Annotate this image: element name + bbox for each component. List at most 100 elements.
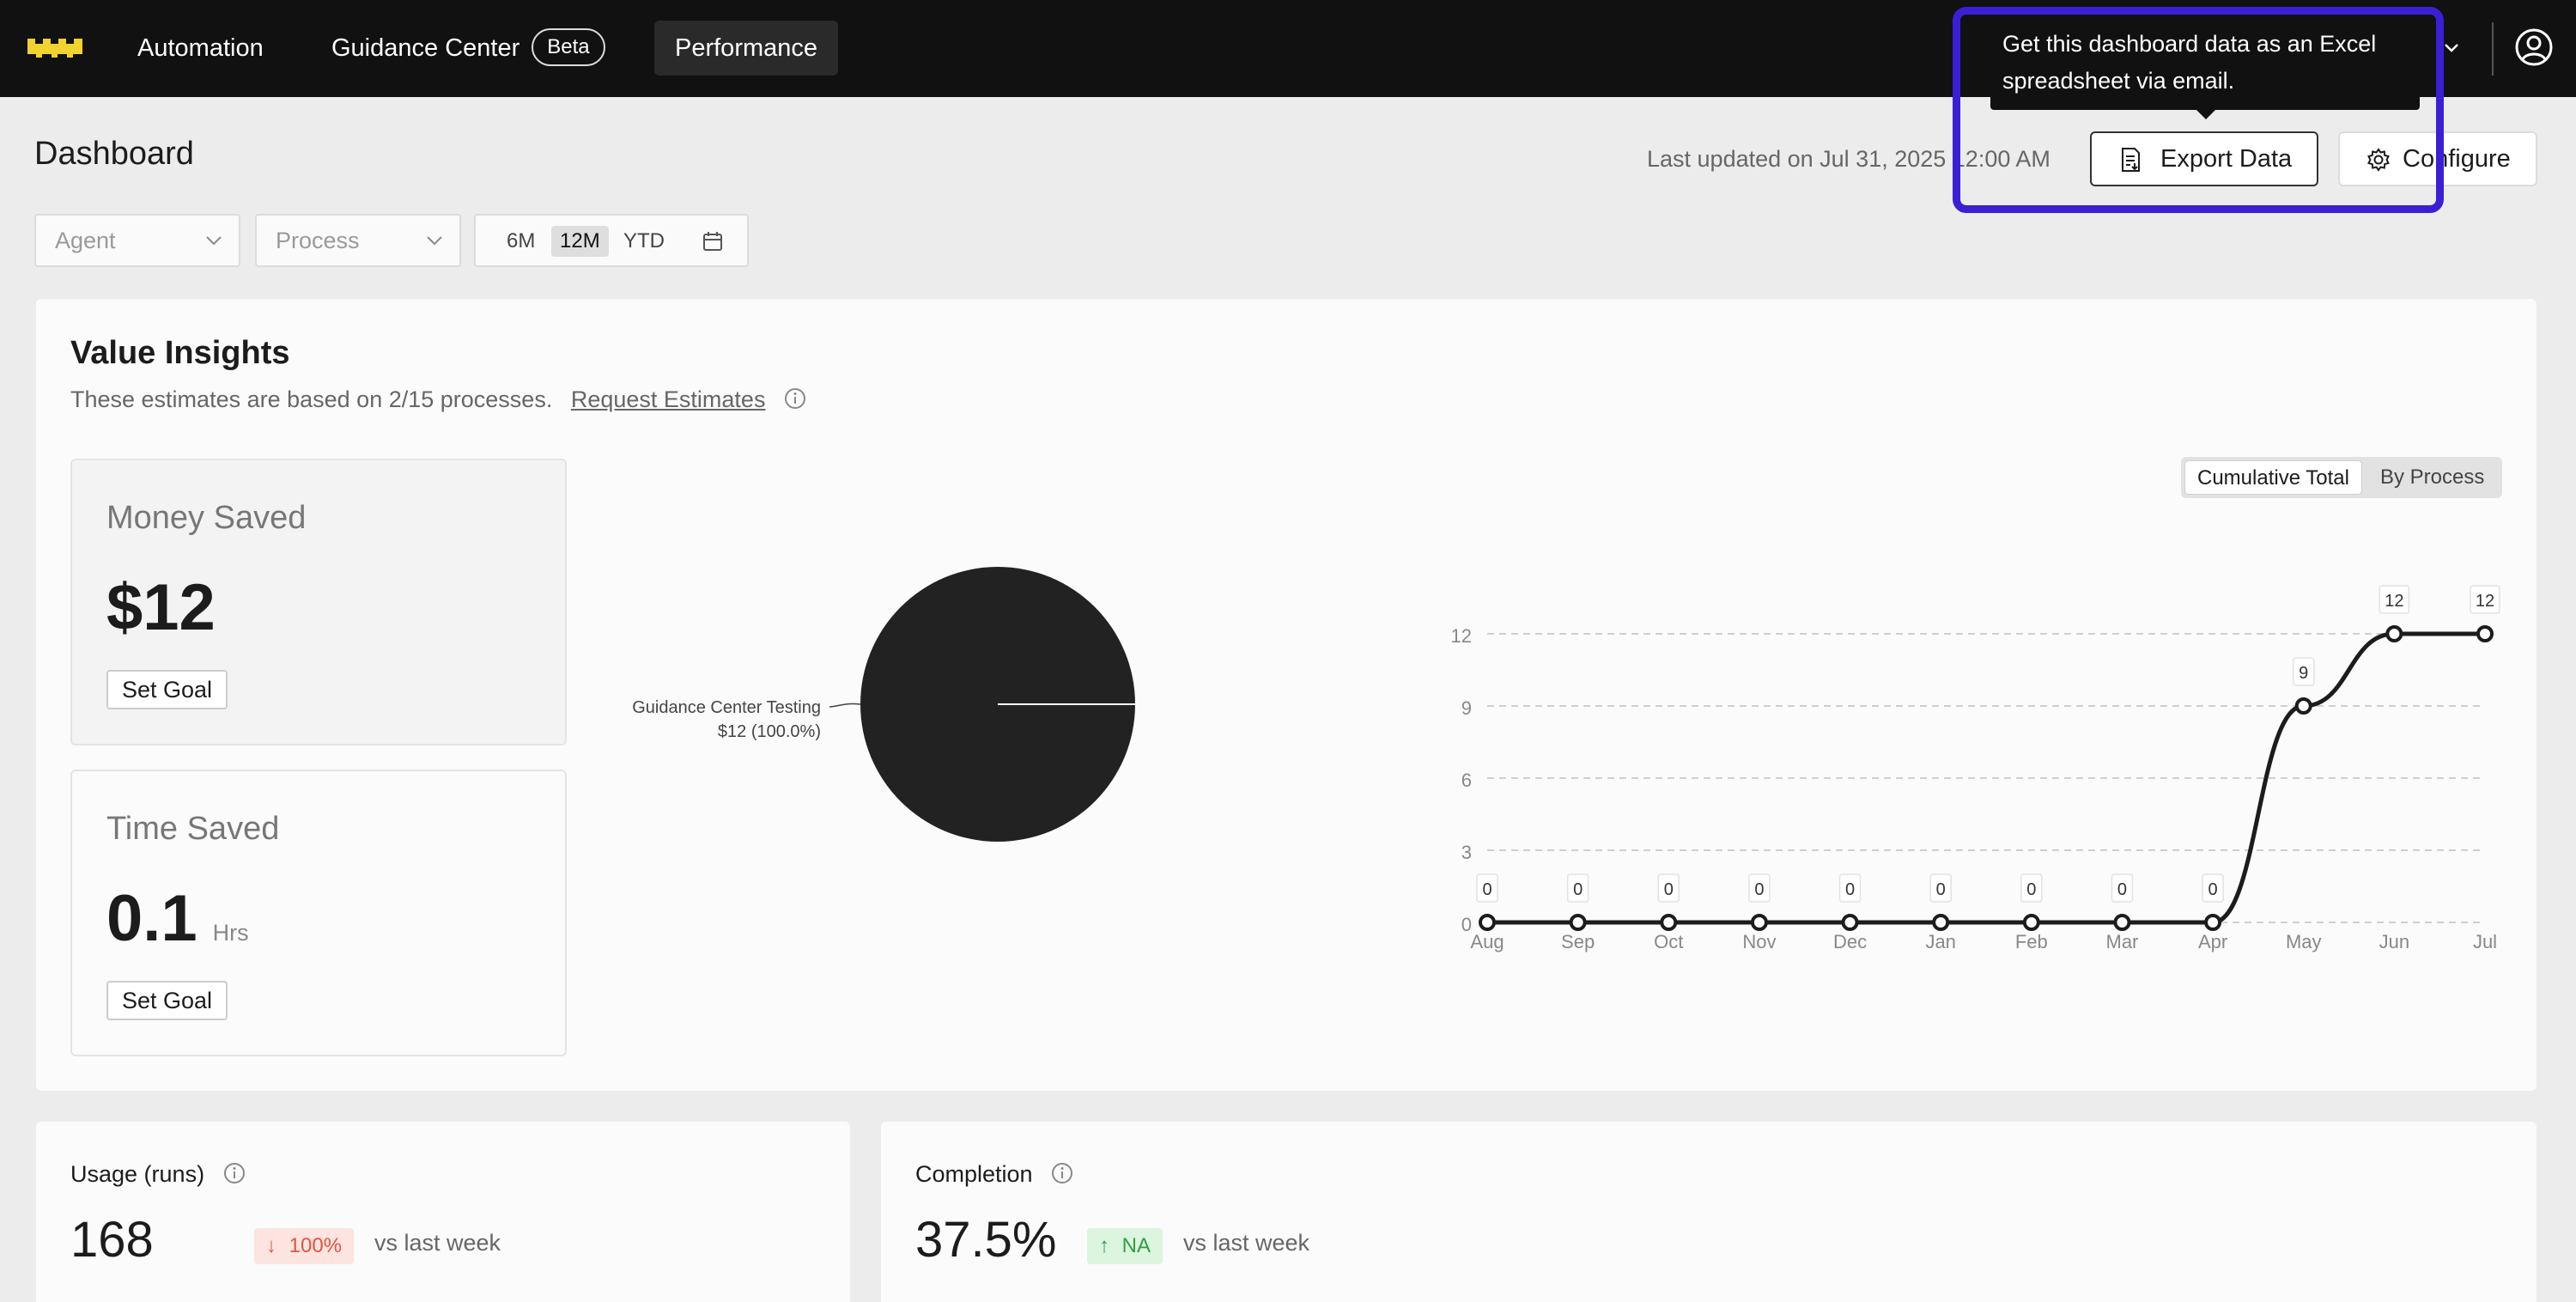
nav-automation-label: Automation (137, 34, 264, 62)
data-point[interactable] (1569, 914, 1587, 931)
x-tick-label: May (2286, 931, 2322, 952)
nav-automation[interactable]: Automation (117, 21, 284, 76)
process-select-placeholder: Process (276, 228, 360, 253)
calendar-icon[interactable] (702, 231, 723, 252)
data-label-box (1929, 873, 1952, 903)
data-label-box (2020, 873, 2043, 903)
completion-delta-badge: ↑ NA (1087, 1228, 1163, 1264)
money-saved-label: Money Saved (106, 500, 307, 536)
data-label: 0 (1754, 880, 1764, 899)
y-tick-label: 0 (1461, 914, 1472, 935)
arrow-down-icon: ↓ (266, 1234, 276, 1257)
x-tick-label: Oct (1654, 931, 1683, 952)
data-label: 12 (2385, 592, 2403, 611)
data-point[interactable] (1660, 914, 1678, 931)
data-point[interactable] (1750, 914, 1768, 931)
completion-delta-value: NA (1121, 1234, 1151, 1257)
toggle-by-process[interactable]: By Process (2380, 465, 2485, 489)
info-icon[interactable] (784, 387, 806, 410)
x-tick-label: Feb (2015, 931, 2048, 952)
highlight-box (1953, 7, 2444, 213)
data-point[interactable] (2476, 625, 2494, 642)
usage-label: Usage (runs) (70, 1161, 246, 1188)
toggle-cumulative-total[interactable]: Cumulative Total (2184, 460, 2362, 495)
nav-performance-label: Performance (675, 34, 818, 62)
x-tick-label: Jul (2473, 931, 2497, 952)
value-insights-subtitle: These estimates are based on 2/15 proces… (70, 386, 806, 413)
last-updated-text: Last updated on Jul 31, 2025 12:00 AM (1647, 146, 2050, 172)
y-tick-label: 3 (1461, 842, 1472, 863)
export-file-icon (2122, 148, 2140, 172)
data-point[interactable] (2113, 914, 2131, 931)
data-label: 0 (2117, 880, 2127, 899)
data-point[interactable] (2022, 914, 2040, 931)
process-select[interactable]: Process (255, 214, 461, 267)
data-label: 9 (2299, 664, 2308, 683)
app-logo-icon[interactable] (27, 39, 82, 58)
nav-guidance-center-label: Guidance Center (331, 34, 520, 62)
info-icon[interactable] (1051, 1162, 1073, 1184)
info-icon[interactable] (223, 1162, 246, 1184)
x-tick-label: Jan (1925, 931, 1955, 952)
agent-select-placeholder: Agent (55, 228, 116, 253)
time-saved-value: 0.1 Hrs (106, 881, 249, 956)
usage-delta-note: vs last week (374, 1230, 501, 1256)
data-label: 0 (2208, 880, 2218, 899)
data-label-box (1838, 873, 1862, 903)
data-point[interactable] (1479, 914, 1496, 931)
data-label: 0 (2026, 880, 2036, 899)
time-set-goal-button[interactable]: Set Goal (106, 981, 228, 1020)
data-label-box (2379, 585, 2410, 614)
completion-label: Completion (915, 1161, 1073, 1188)
completion-card: Completion 37.5% ↑ NA vs last week (881, 1122, 2537, 1302)
data-label: 0 (1573, 880, 1583, 899)
data-point[interactable] (2204, 914, 2222, 931)
data-label: 12 (2476, 592, 2494, 611)
time-saved-unit: Hrs (212, 920, 249, 946)
usage-label-text: Usage (runs) (70, 1161, 205, 1187)
chevron-down-icon[interactable] (2442, 38, 2461, 57)
x-tick-label: Dec (1833, 931, 1867, 952)
range-ytd[interactable]: YTD (623, 229, 665, 252)
usage-delta-badge: ↓ 100% (254, 1228, 355, 1264)
data-label-box (2111, 873, 2134, 903)
nav-divider (2492, 22, 2494, 76)
data-label-box (1748, 873, 1771, 903)
agent-select[interactable]: Agent (34, 214, 240, 267)
x-tick-label: Mar (2106, 931, 2139, 952)
completion-value: 37.5% (915, 1212, 1057, 1268)
nav-guidance-center[interactable]: Guidance Center Beta (311, 21, 626, 76)
y-tick-label: 12 (1451, 625, 1472, 647)
pie-slice-label: Guidance Center Testing (632, 698, 821, 717)
chevron-down-icon (206, 236, 222, 246)
user-profile-icon[interactable] (2514, 27, 2554, 67)
request-estimates-link[interactable]: Request Estimates (570, 386, 766, 412)
export-data-button[interactable]: Export Data (2090, 131, 2318, 186)
nav-performance[interactable]: Performance (654, 21, 839, 76)
y-tick-label: 9 (1461, 697, 1472, 719)
gear-icon (2367, 148, 2390, 172)
pie-slice-value-label: $12 (100.0%) (718, 722, 821, 741)
range-12m[interactable]: 12M (551, 226, 609, 257)
x-tick-label: Sep (1561, 931, 1595, 952)
data-label-box (2292, 657, 2315, 686)
data-label: 0 (1664, 880, 1674, 899)
data-point[interactable] (1841, 914, 1859, 931)
export-data-label: Export Data (2160, 145, 2293, 173)
value-insights-card: Value Insights These estimates are based… (36, 299, 2537, 1091)
data-label: 0 (1845, 880, 1855, 899)
value-insights-subtitle-text: These estimates are based on 2/15 proces… (70, 386, 553, 412)
value-insights-title: Value Insights (70, 335, 290, 371)
money-set-goal-button[interactable]: Set Goal (106, 670, 228, 709)
money-saved-box: Money Saved $12 Set Goal (70, 459, 567, 745)
arrow-up-icon: ↑ (1099, 1234, 1109, 1257)
time-saved-label: Time Saved (106, 811, 280, 847)
data-label-box (2202, 873, 2224, 903)
data-point[interactable] (1932, 914, 1950, 931)
data-point[interactable] (2385, 625, 2403, 642)
range-6m[interactable]: 6M (507, 229, 536, 252)
data-point[interactable] (2294, 697, 2312, 715)
money-saved-value: $12 (106, 571, 216, 644)
x-tick-label: Apr (2198, 931, 2227, 952)
